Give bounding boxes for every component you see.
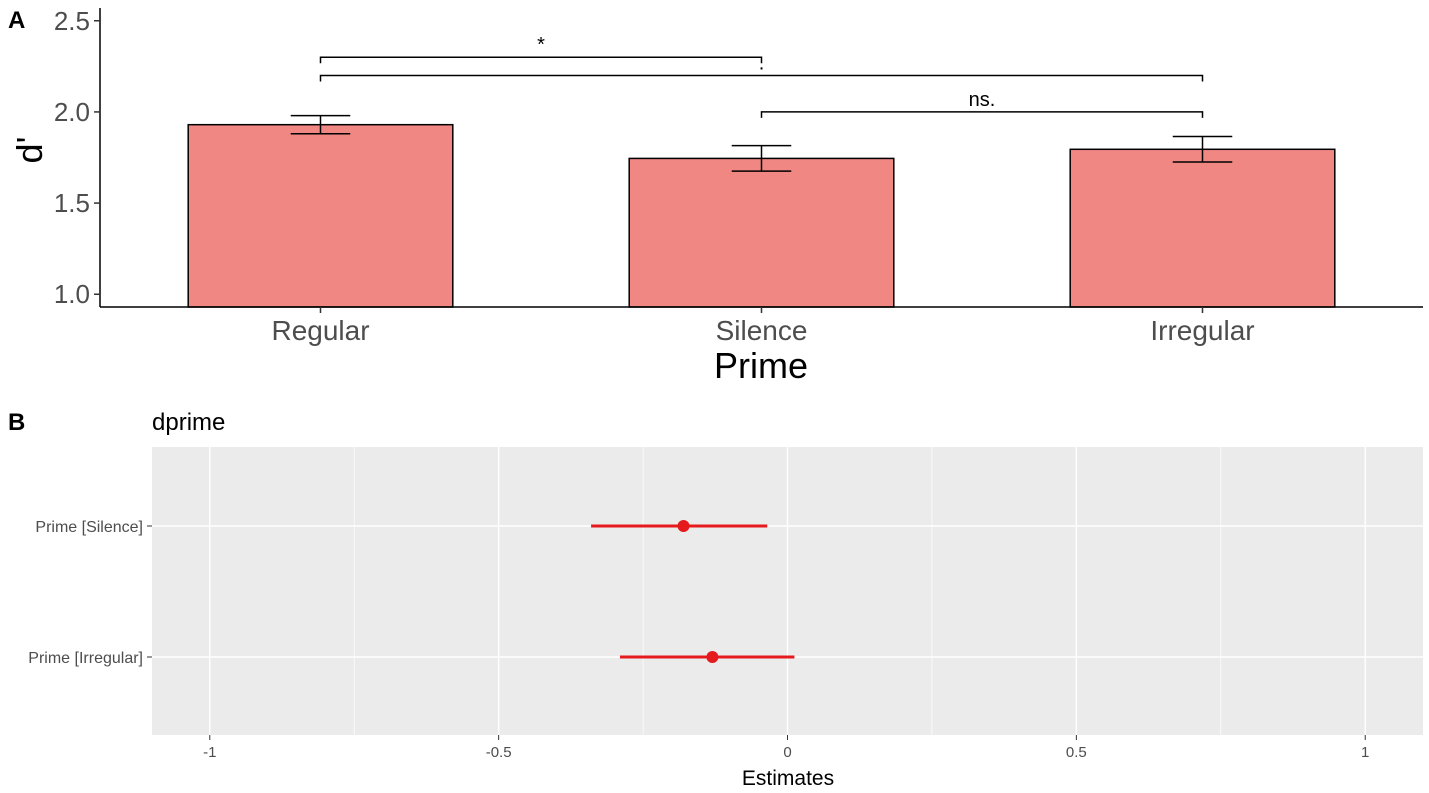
bar-silence — [628, 157, 895, 308]
significance-bracket — [319, 74, 1204, 82]
panel-a-y-tick-label: 2.0 — [54, 97, 90, 127]
panel-a-y-tick-label: 2.5 — [54, 6, 90, 36]
panel-a-y-tick-label: 1.5 — [54, 188, 90, 218]
panel-a-significance-brackets: *. ns. — [319, 34, 1204, 118]
estimate-point-prime-silence — [677, 520, 690, 532]
panel-a-bar-chart: 1.0 1.5 2.0 2.5 *. ns. Regular Silence Irregul… — [9, 6, 1423, 386]
panel-a-y-tick-label: 1.0 — [54, 279, 90, 309]
panel-b-estimates — [591, 520, 795, 663]
panel-a-x-axis-title: Prime — [714, 345, 808, 386]
x-tick-label-irregular: Irregular — [1150, 315, 1254, 346]
panel-b-label: B — [8, 409, 25, 436]
panel-b-forest-plot: dprime -1 -0.5 0 0.5 1 Prime [Silence]Prime … — [28, 409, 1423, 790]
panel-b-x-tick-label: 0.5 — [1066, 744, 1087, 761]
panel-b-x-axis: -1 -0.5 0 0.5 1 — [203, 735, 1369, 761]
panel-b-x-tick-label: -1 — [203, 744, 216, 761]
x-tick-label-silence: Silence — [716, 315, 808, 346]
panel-a-x-axis: Regular Silence Irregular — [100, 306, 1423, 346]
significance-bracket — [760, 111, 1204, 118]
panel-b-x-tick-label: 1 — [1361, 744, 1369, 761]
panel-b-title: dprime — [152, 409, 225, 436]
significance-label: * — [537, 34, 545, 56]
panel-b-x-tick-label: -0.5 — [486, 744, 512, 761]
bar-irregular — [1069, 148, 1336, 308]
significance-bracket — [319, 56, 763, 64]
panel-a-label: A — [8, 7, 25, 34]
term-label-prime-irregular: Prime [Irregular] — [28, 650, 143, 667]
panel-a-bars — [187, 123, 1336, 308]
panel-a-error-bars — [290, 114, 1233, 172]
x-tick-label-regular: Regular — [271, 315, 369, 346]
significance-label: . — [759, 52, 765, 74]
panel-b-x-tick-label: 0 — [783, 744, 791, 761]
panel-b-x-axis-title: Estimates — [742, 767, 834, 790]
bar-regular — [187, 123, 454, 308]
panel-a-y-axis: 1.0 1.5 2.0 2.5 — [54, 6, 101, 309]
estimate-point-prime-irregular — [706, 651, 719, 663]
significance-label: ns. — [969, 89, 996, 111]
panel-b-y-axis: Prime [Silence] Prime [Irregular] — [28, 519, 152, 667]
term-label-prime-silence: Prime [Silence] — [35, 519, 143, 536]
panel-a-y-axis-title: d' — [9, 137, 50, 164]
